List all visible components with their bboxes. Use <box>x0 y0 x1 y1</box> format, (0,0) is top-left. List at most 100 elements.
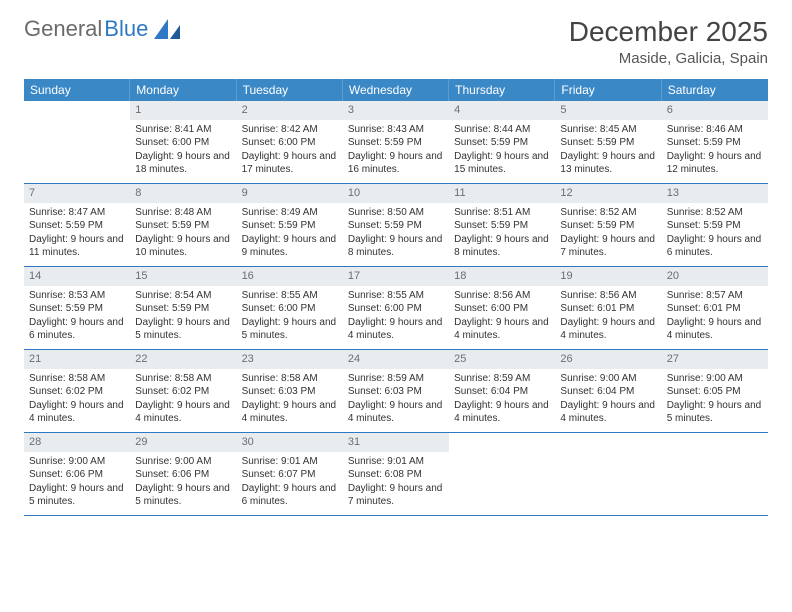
week-row: 28 Sunrise: 9:00 AM Sunset: 6:06 PM Dayli… <box>24 433 768 516</box>
day-cell: 19 Sunrise: 8:56 AM Sunset: 6:01 PM Dayli… <box>555 267 661 349</box>
day-cell: 5 Sunrise: 8:45 AM Sunset: 5:59 PM Daylig… <box>555 101 661 183</box>
day-details: Sunrise: 8:50 AM Sunset: 5:59 PM Dayligh… <box>348 206 444 260</box>
day-number: 24 <box>343 350 449 369</box>
day-details: Sunrise: 8:43 AM Sunset: 5:59 PM Dayligh… <box>348 123 444 177</box>
day-number: 9 <box>237 184 343 203</box>
day-number: 16 <box>237 267 343 286</box>
calendar: SundayMondayTuesdayWednesdayThursdayFrid… <box>24 79 768 516</box>
day-number: 21 <box>24 350 130 369</box>
month-title: December 2025 <box>569 16 768 48</box>
day-number: 10 <box>343 184 449 203</box>
day-cell: 4Sunrise: 8:44 AM Sunset: 5:59 PM Daylig… <box>449 101 555 183</box>
day-details: Sunrise: 8:42 AM Sunset: 6:00 PM Dayligh… <box>242 123 338 177</box>
day-details: Sunrise: 9:00 AM Sunset: 6:04 PM Dayligh… <box>560 372 656 426</box>
day-details: Sunrise: 8:56 AM Sunset: 6:01 PM Dayligh… <box>560 289 656 343</box>
day-number: 15 <box>130 267 236 286</box>
day-cell: 17 Sunrise: 8:55 AM Sunset: 6:00 PM Dayli… <box>343 267 449 349</box>
day-number: 13 <box>662 184 768 203</box>
day-cell <box>24 101 130 183</box>
day-cell: 10 Sunrise: 8:50 AM Sunset: 5:59 PM Dayli… <box>343 184 449 266</box>
day-cell: 31Sunrise: 9:01 AM Sunset: 6:08 PM Dayli… <box>343 433 449 515</box>
dow-cell: Monday <box>130 79 236 101</box>
day-details: Sunrise: 8:58 AM Sunset: 6:02 PM Dayligh… <box>135 372 231 426</box>
day-cell: 16 Sunrise: 8:55 AM Sunset: 6:00 PM Dayli… <box>237 267 343 349</box>
logo: GeneralBlue <box>24 16 180 42</box>
day-number: 2 <box>237 101 343 120</box>
day-number: 12 <box>555 184 661 203</box>
dow-cell: Tuesday <box>237 79 343 101</box>
day-number: 27 <box>662 350 768 369</box>
day-details: Sunrise: 8:49 AM Sunset: 5:59 PM Dayligh… <box>242 206 338 260</box>
day-details: Sunrise: 8:47 AM Sunset: 5:59 PM Dayligh… <box>29 206 125 260</box>
day-number: 23 <box>237 350 343 369</box>
day-cell: 21 Sunrise: 8:58 AM Sunset: 6:02 PM Dayli… <box>24 350 130 432</box>
dow-cell: Friday <box>555 79 661 101</box>
day-details: Sunrise: 9:00 AM Sunset: 6:06 PM Dayligh… <box>29 455 125 509</box>
day-number: 6 <box>662 101 768 120</box>
day-details: Sunrise: 8:54 AM Sunset: 5:59 PM Dayligh… <box>135 289 231 343</box>
day-number: 20 <box>662 267 768 286</box>
day-cell: 29 Sunrise: 9:00 AM Sunset: 6:06 PM Dayli… <box>130 433 236 515</box>
day-of-week-header: SundayMondayTuesdayWednesdayThursdayFrid… <box>24 79 768 101</box>
day-number: 5 <box>555 101 661 120</box>
dow-cell: Wednesday <box>343 79 449 101</box>
day-details: Sunrise: 8:56 AM Sunset: 6:00 PM Dayligh… <box>454 289 550 343</box>
day-number: 14 <box>24 267 130 286</box>
day-cell: 13Sunrise: 8:52 AM Sunset: 5:59 PM Dayli… <box>662 184 768 266</box>
header: GeneralBlue December 2025 Maside, Galici… <box>24 16 768 67</box>
day-details: Sunrise: 8:44 AM Sunset: 5:59 PM Dayligh… <box>454 123 550 177</box>
day-cell: 24Sunrise: 8:59 AM Sunset: 6:03 PM Dayli… <box>343 350 449 432</box>
day-cell: 12 Sunrise: 8:52 AM Sunset: 5:59 PM Dayli… <box>555 184 661 266</box>
logo-text-part1: General <box>24 16 102 42</box>
day-cell: 14 Sunrise: 8:53 AM Sunset: 5:59 PM Dayli… <box>24 267 130 349</box>
day-details: Sunrise: 8:45 AM Sunset: 5:59 PM Dayligh… <box>560 123 656 177</box>
day-number: 1 <box>130 101 236 120</box>
day-details: Sunrise: 8:58 AM Sunset: 6:03 PM Dayligh… <box>242 372 338 426</box>
day-details: Sunrise: 8:51 AM Sunset: 5:59 PM Dayligh… <box>454 206 550 260</box>
day-number: 17 <box>343 267 449 286</box>
day-number: 25 <box>449 350 555 369</box>
day-number: 22 <box>130 350 236 369</box>
day-details: Sunrise: 8:41 AM Sunset: 6:00 PM Dayligh… <box>135 123 231 177</box>
day-number: 19 <box>555 267 661 286</box>
logo-text-part2: Blue <box>104 16 148 42</box>
day-details: Sunrise: 8:53 AM Sunset: 5:59 PM Dayligh… <box>29 289 125 343</box>
day-cell: 27Sunrise: 9:00 AM Sunset: 6:05 PM Dayli… <box>662 350 768 432</box>
day-number: 7 <box>24 184 130 203</box>
day-details: Sunrise: 8:55 AM Sunset: 6:00 PM Dayligh… <box>348 289 444 343</box>
weeks-container: 1 Sunrise: 8:41 AM Sunset: 6:00 PM Daylig… <box>24 101 768 516</box>
day-cell: 8Sunrise: 8:48 AM Sunset: 5:59 PM Daylig… <box>130 184 236 266</box>
day-details: Sunrise: 8:48 AM Sunset: 5:59 PM Dayligh… <box>135 206 231 260</box>
week-row: 7 Sunrise: 8:47 AM Sunset: 5:59 PM Daylig… <box>24 184 768 267</box>
day-number <box>449 433 555 452</box>
day-number: 3 <box>343 101 449 120</box>
day-cell: 18 Sunrise: 8:56 AM Sunset: 6:00 PM Dayli… <box>449 267 555 349</box>
week-row: 1 Sunrise: 8:41 AM Sunset: 6:00 PM Daylig… <box>24 101 768 184</box>
day-number: 26 <box>555 350 661 369</box>
day-cell: 15 Sunrise: 8:54 AM Sunset: 5:59 PM Dayli… <box>130 267 236 349</box>
day-cell: 3 Sunrise: 8:43 AM Sunset: 5:59 PM Daylig… <box>343 101 449 183</box>
day-cell: 1 Sunrise: 8:41 AM Sunset: 6:00 PM Daylig… <box>130 101 236 183</box>
day-cell: 11 Sunrise: 8:51 AM Sunset: 5:59 PM Dayli… <box>449 184 555 266</box>
day-cell <box>555 433 661 515</box>
day-number: 29 <box>130 433 236 452</box>
day-details: Sunrise: 8:52 AM Sunset: 5:59 PM Dayligh… <box>560 206 656 260</box>
week-row: 21 Sunrise: 8:58 AM Sunset: 6:02 PM Dayli… <box>24 350 768 433</box>
dow-cell: Saturday <box>662 79 768 101</box>
day-details: Sunrise: 8:55 AM Sunset: 6:00 PM Dayligh… <box>242 289 338 343</box>
day-details: Sunrise: 8:58 AM Sunset: 6:02 PM Dayligh… <box>29 372 125 426</box>
day-details: Sunrise: 9:00 AM Sunset: 6:06 PM Dayligh… <box>135 455 231 509</box>
day-number: 28 <box>24 433 130 452</box>
day-number <box>24 101 130 120</box>
day-details: Sunrise: 8:46 AM Sunset: 5:59 PM Dayligh… <box>667 123 763 177</box>
dow-cell: Thursday <box>449 79 555 101</box>
day-details: Sunrise: 9:01 AM Sunset: 6:07 PM Dayligh… <box>242 455 338 509</box>
dow-cell: Sunday <box>24 79 130 101</box>
day-number: 18 <box>449 267 555 286</box>
day-number: 11 <box>449 184 555 203</box>
day-number: 30 <box>237 433 343 452</box>
day-cell: 30 Sunrise: 9:01 AM Sunset: 6:07 PM Dayli… <box>237 433 343 515</box>
day-cell: 20 Sunrise: 8:57 AM Sunset: 6:01 PM Dayli… <box>662 267 768 349</box>
day-details: Sunrise: 8:57 AM Sunset: 6:01 PM Dayligh… <box>667 289 763 343</box>
day-cell: 7 Sunrise: 8:47 AM Sunset: 5:59 PM Daylig… <box>24 184 130 266</box>
